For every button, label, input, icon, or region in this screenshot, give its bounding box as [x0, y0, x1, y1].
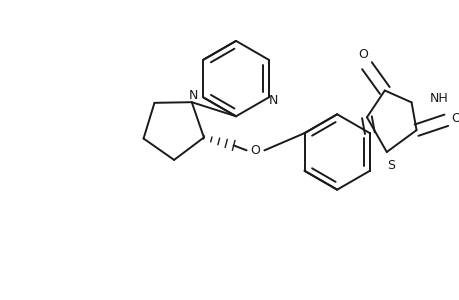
Text: N: N: [189, 89, 198, 102]
Text: NH: NH: [429, 92, 447, 105]
Text: O: O: [250, 144, 260, 157]
Text: O: O: [450, 112, 459, 125]
Text: N: N: [269, 94, 278, 107]
Text: O: O: [357, 48, 367, 61]
Text: S: S: [386, 159, 394, 172]
